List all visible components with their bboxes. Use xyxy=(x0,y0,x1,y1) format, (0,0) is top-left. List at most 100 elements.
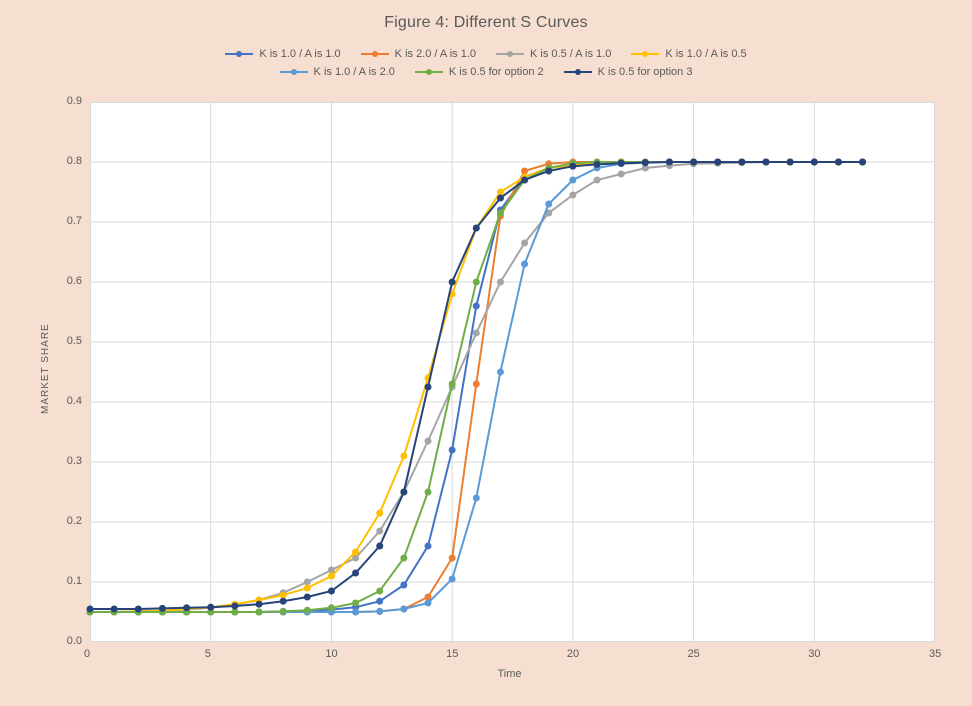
legend-label: K is 0.5 / A is 1.0 xyxy=(530,48,611,60)
series-marker xyxy=(690,159,697,166)
series-marker xyxy=(521,168,528,175)
series-marker xyxy=(497,189,504,196)
series-marker xyxy=(618,160,625,167)
legend-item: K is 1.0 / A is 0.5 xyxy=(631,48,746,60)
y-tick-label: 0.9 xyxy=(67,95,82,107)
series-marker xyxy=(231,609,238,616)
legend-label: K is 0.5 for option 3 xyxy=(598,66,693,78)
series-marker xyxy=(473,495,480,502)
legend-label: K is 1.0 / A is 0.5 xyxy=(665,48,746,60)
series-marker xyxy=(473,381,480,388)
series-marker xyxy=(304,594,311,601)
series-marker xyxy=(352,609,359,616)
legend-swatch-icon xyxy=(496,49,524,59)
series-marker xyxy=(425,489,432,496)
series-marker xyxy=(497,195,504,202)
series-marker xyxy=(159,605,166,612)
series-marker xyxy=(449,576,456,583)
series-marker xyxy=(376,598,383,605)
series-marker xyxy=(497,369,504,376)
series-marker xyxy=(87,606,94,613)
legend-swatch-icon xyxy=(225,49,253,59)
series-marker xyxy=(763,159,770,166)
legend-label: K is 0.5 for option 2 xyxy=(449,66,544,78)
series-marker xyxy=(352,549,359,556)
legend-swatch-icon xyxy=(361,49,389,59)
series-marker xyxy=(207,604,214,611)
series-marker xyxy=(425,600,432,607)
x-tick-label: 25 xyxy=(688,648,700,660)
series-marker xyxy=(376,528,383,535)
series-marker xyxy=(545,201,552,208)
series-marker xyxy=(569,192,576,199)
series-marker xyxy=(280,598,287,605)
legend-swatch-icon xyxy=(564,67,592,77)
series-marker xyxy=(352,570,359,577)
series-marker xyxy=(642,159,649,166)
chart-legend: K is 1.0 / A is 1.0K is 2.0 / A is 1.0K … xyxy=(0,48,972,78)
chart-container: Figure 4: Different S Curves K is 1.0 / … xyxy=(0,0,972,706)
y-tick-label: 0.2 xyxy=(67,515,82,527)
y-tick-label: 0.3 xyxy=(67,455,82,467)
series-marker xyxy=(497,210,504,217)
series-marker xyxy=(425,384,432,391)
series-marker xyxy=(425,438,432,445)
series-marker xyxy=(449,447,456,454)
x-axis-label: Time xyxy=(498,668,522,680)
legend-item: K is 1.0 / A is 1.0 xyxy=(225,48,340,60)
y-tick-label: 0.0 xyxy=(67,635,82,647)
series-marker xyxy=(135,606,142,613)
series-marker xyxy=(304,585,311,592)
series-marker xyxy=(304,579,311,586)
series-marker xyxy=(618,171,625,178)
series-marker xyxy=(256,609,263,616)
series-marker xyxy=(521,240,528,247)
series-marker xyxy=(376,588,383,595)
series-marker xyxy=(714,159,721,166)
series-marker xyxy=(811,159,818,166)
series-marker xyxy=(425,543,432,550)
series-marker xyxy=(376,543,383,550)
series-marker xyxy=(545,168,552,175)
legend-label: K is 2.0 / A is 1.0 xyxy=(395,48,476,60)
series-marker xyxy=(473,225,480,232)
series-marker xyxy=(400,606,407,613)
legend-item: K is 0.5 for option 2 xyxy=(415,66,544,78)
series-marker xyxy=(280,592,287,599)
x-tick-label: 20 xyxy=(567,648,579,660)
series-marker xyxy=(473,330,480,337)
series-marker xyxy=(328,588,335,595)
y-tick-label: 0.6 xyxy=(67,275,82,287)
y-tick-label: 0.4 xyxy=(67,395,82,407)
y-tick-label: 0.1 xyxy=(67,575,82,587)
series-marker xyxy=(521,261,528,268)
series-marker xyxy=(569,163,576,170)
x-tick-label: 0 xyxy=(84,648,90,660)
series-marker xyxy=(449,555,456,562)
series-marker xyxy=(376,608,383,615)
legend-label: K is 1.0 / A is 2.0 xyxy=(314,66,395,78)
series-marker xyxy=(352,600,359,607)
series-marker xyxy=(400,489,407,496)
series-marker xyxy=(594,177,601,184)
y-tick-label: 0.7 xyxy=(67,215,82,227)
series-marker xyxy=(231,603,238,610)
legend-swatch-icon xyxy=(415,67,443,77)
series-marker xyxy=(280,608,287,615)
series-marker xyxy=(738,159,745,166)
series-marker xyxy=(400,555,407,562)
legend-item: K is 2.0 / A is 1.0 xyxy=(361,48,476,60)
legend-item: K is 0.5 / A is 1.0 xyxy=(496,48,611,60)
x-tick-label: 15 xyxy=(446,648,458,660)
x-tick-label: 30 xyxy=(808,648,820,660)
y-axis-label: MARKET SHARE xyxy=(40,323,51,414)
series-marker xyxy=(859,159,866,166)
y-tick-label: 0.5 xyxy=(67,335,82,347)
series-marker xyxy=(256,601,263,608)
series-marker xyxy=(473,279,480,286)
series-marker xyxy=(111,606,118,613)
series-marker xyxy=(449,381,456,388)
legend-item: K is 0.5 for option 3 xyxy=(564,66,693,78)
series-marker xyxy=(449,279,456,286)
series-marker xyxy=(497,279,504,286)
